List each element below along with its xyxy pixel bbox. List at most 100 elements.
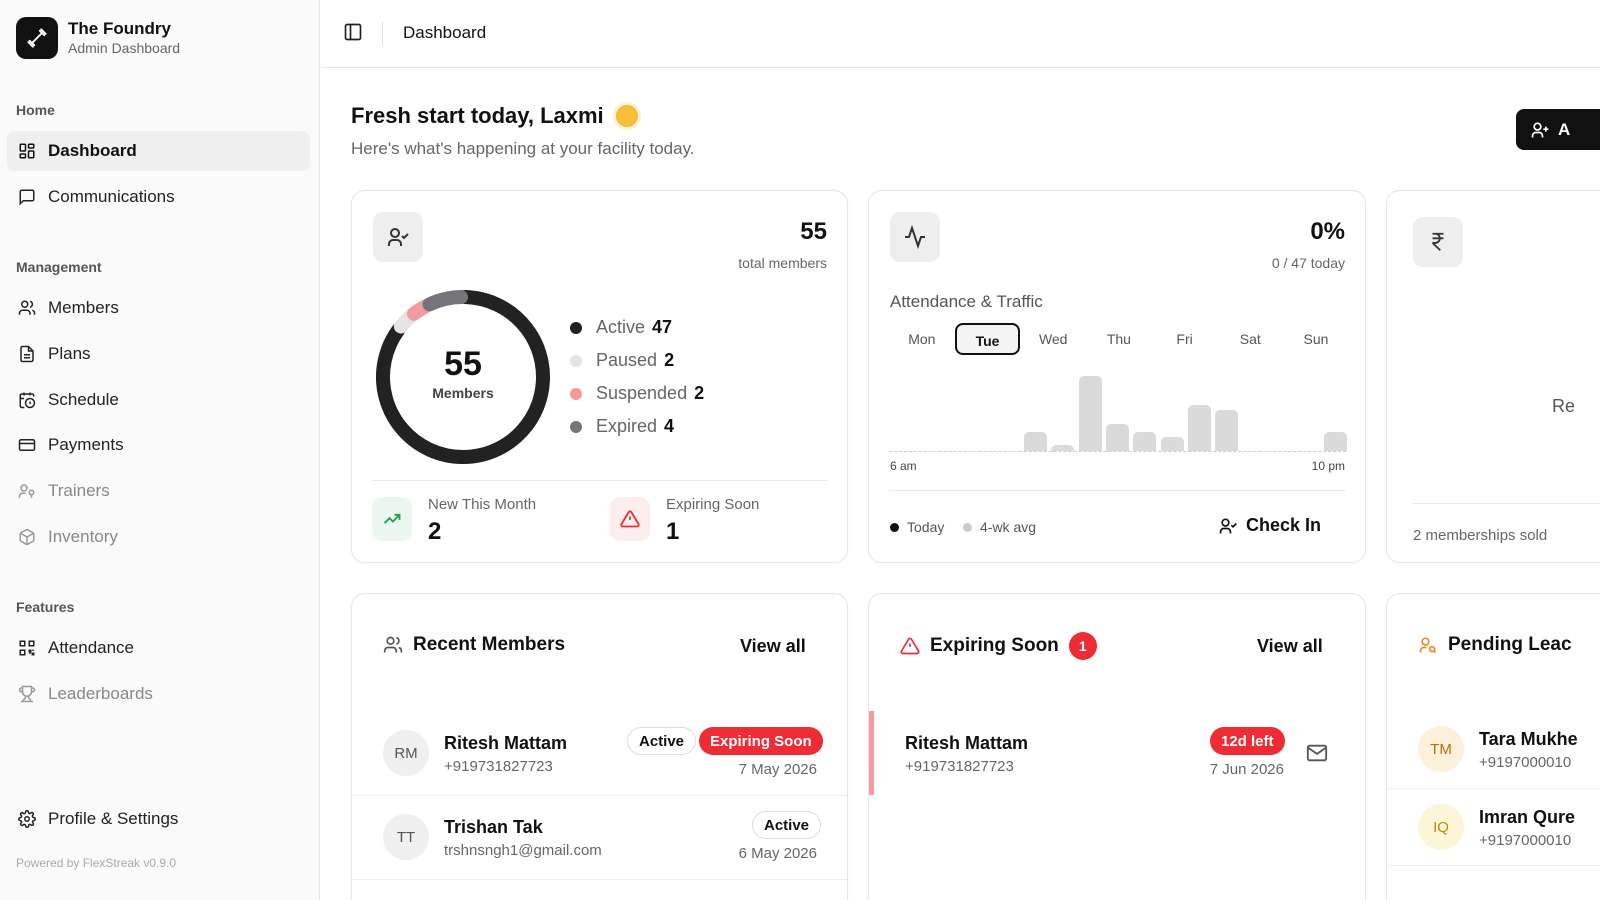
new-this-month-value: 2: [428, 518, 442, 545]
attendance-percent: 0%: [1310, 218, 1345, 245]
section-title-text: Pending Leac: [1448, 634, 1572, 655]
qr-code-icon: [17, 638, 37, 658]
topbar: Dashboard: [321, 0, 1600, 68]
traffic-bar-chart: [889, 373, 1348, 453]
avatar: TT: [383, 814, 429, 860]
expiring-soon-view-all[interactable]: View all: [1257, 636, 1323, 656]
recent-members-view-all[interactable]: View all: [740, 636, 806, 656]
traffic-bar: [1324, 432, 1348, 451]
alert-triangle-icon: [610, 497, 650, 541]
card-divider: [372, 480, 827, 481]
day-tab-sat[interactable]: Sat: [1239, 331, 1261, 347]
donut-center-value: 55: [444, 345, 482, 383]
user-check-icon: [1218, 516, 1238, 536]
avatar: TM: [1418, 726, 1464, 772]
sidebar-item-communications[interactable]: Communications: [7, 177, 310, 217]
chart-baseline: [889, 451, 1346, 452]
expiring-soon-label: Expiring Soon: [666, 496, 760, 513]
axis-start-label: 6 am: [890, 459, 917, 473]
axis-end-label: 10 pm: [1311, 459, 1345, 473]
revenue-card: Re 2 memberships sold: [1386, 190, 1600, 563]
legend-expired: Expired 4: [570, 416, 674, 437]
legend-label: Expired: [596, 416, 658, 436]
total-members-value: 55: [800, 218, 827, 245]
legend-active: Active 47: [570, 317, 672, 338]
sidebar-item-profile-settings[interactable]: Profile & Settings: [7, 799, 310, 839]
user-key-icon: [17, 481, 37, 501]
card-divider: [889, 490, 1346, 491]
alert-triangle-icon: [900, 636, 920, 656]
attendance-card: 0% 0 / 47 today Attendance & Traffic Mon…: [868, 190, 1366, 563]
add-member-button[interactable]: A: [1516, 109, 1600, 150]
activity-icon: [890, 212, 940, 262]
row-divider: [1387, 788, 1600, 789]
gear-icon: [17, 809, 37, 829]
day-tab-thu[interactable]: Thu: [1106, 331, 1131, 347]
day-tab-mon[interactable]: Mon: [908, 331, 936, 347]
days-left-badge: 12d left: [1210, 727, 1285, 755]
attendance-today: 0 / 47 today: [1271, 255, 1345, 271]
sidebar-toggle-icon[interactable]: [343, 22, 367, 46]
breadcrumb: Dashboard: [403, 23, 487, 42]
member-contact: trshnsngh1@gmail.com: [444, 842, 602, 859]
member-name: Ritesh Mattam: [444, 733, 568, 753]
traffic-bar: [1078, 376, 1102, 451]
legend-suspended: Suspended 2: [570, 383, 704, 404]
row-divider: [352, 879, 847, 880]
traffic-bar: [1105, 424, 1129, 451]
revenue-partial-text: Re: [1552, 396, 1576, 416]
mail-icon[interactable]: [1306, 742, 1328, 764]
section-title-text: Recent Members: [413, 634, 566, 655]
sidebar-item-attendance[interactable]: Attendance: [7, 628, 310, 668]
sidebar-item-payments[interactable]: Payments: [7, 425, 310, 465]
sidebar-item-label: Communications: [48, 187, 175, 206]
package-icon: [17, 527, 37, 547]
member-contact: +919731827723: [905, 758, 1014, 775]
sidebar-item-inventory[interactable]: Inventory: [7, 517, 310, 557]
expiring-soon-value: 1: [666, 518, 680, 545]
legend-dot: [570, 420, 582, 433]
sidebar-item-members[interactable]: Members: [7, 288, 310, 328]
file-text-icon: [17, 344, 37, 364]
card-divider: [1413, 503, 1600, 504]
user-plus-icon: [1530, 120, 1550, 140]
sidebar-item-dashboard[interactable]: Dashboard: [7, 131, 310, 171]
donut-segment-expired: [422, 290, 469, 312]
attendance-title: Attendance & Traffic: [890, 292, 1043, 311]
greeting-title: Fresh start today, Laxmi: [351, 103, 638, 129]
sidebar-item-trainers[interactable]: Trainers: [7, 471, 310, 511]
legend-dot: [570, 321, 582, 334]
brand[interactable]: The Foundry Admin Dashboard: [16, 17, 180, 59]
recent-members-title: Recent Members: [383, 634, 565, 656]
brand-name: The Foundry: [68, 19, 171, 38]
day-tab-wed[interactable]: Wed: [1038, 331, 1068, 347]
check-in-label: Check In: [1245, 515, 1321, 535]
brand-subtitle: Admin Dashboard: [68, 40, 181, 56]
status-badge: Active: [627, 727, 697, 755]
sidebar-item-leaderboards[interactable]: Leaderboards: [7, 674, 310, 714]
sidebar-item-label: Dashboard: [48, 141, 137, 160]
row-divider: [1387, 865, 1600, 866]
users-icon: [17, 298, 37, 318]
topbar-divider: [382, 22, 383, 46]
expiring-soon-title: Expiring Soon 1: [900, 632, 1097, 660]
traffic-bar: [1133, 432, 1157, 451]
row-divider: [352, 795, 847, 796]
day-tab-sun[interactable]: Sun: [1303, 331, 1329, 347]
sidebar-item-schedule[interactable]: Schedule: [7, 380, 310, 420]
member-name: Trishan Tak: [444, 817, 543, 837]
member-contact: +919731827723: [444, 758, 553, 775]
legend-dot: [570, 354, 582, 367]
check-in-button[interactable]: Check In: [1218, 515, 1321, 536]
rupee-icon: [1413, 217, 1463, 267]
total-members-label: total members: [738, 255, 827, 271]
day-tab-fri[interactable]: Fri: [1176, 331, 1193, 347]
day-tab-tue[interactable]: Tue: [954, 323, 1021, 355]
sidebar: The Foundry Admin Dashboard Home Dashboa…: [0, 0, 320, 900]
sidebar-item-plans[interactable]: Plans: [7, 334, 310, 374]
legend-value: 47: [652, 317, 673, 337]
sidebar-item-label: Trainers: [48, 481, 110, 500]
trophy-icon: [17, 684, 37, 704]
avatar: RM: [383, 730, 429, 776]
traffic-bar: [1160, 436, 1184, 451]
